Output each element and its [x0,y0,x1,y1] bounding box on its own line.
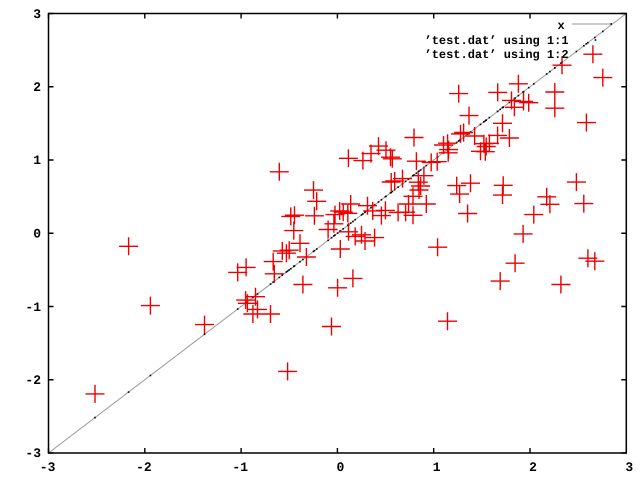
svg-text:’test.dat’ using 1:2: ’test.dat’ using 1:2 [425,48,569,62]
svg-text:-1: -1 [232,460,248,475]
svg-text:’test.dat’ using 1:1: ’test.dat’ using 1:1 [425,34,569,48]
svg-text:-3: -3 [25,446,41,461]
svg-text:-1: -1 [25,300,41,315]
svg-text:3: 3 [33,7,41,22]
svg-text:-3: -3 [40,460,56,475]
svg-text:-2: -2 [25,373,41,388]
svg-text:-2: -2 [136,460,152,475]
svg-text:2: 2 [529,460,537,475]
svg-text:1: 1 [33,153,41,168]
svg-text:0: 0 [336,460,344,475]
svg-text:3: 3 [625,460,633,475]
svg-text:x: x [558,19,565,33]
svg-text:1: 1 [433,460,441,475]
svg-text:0: 0 [33,227,41,242]
svg-text:2: 2 [33,80,41,95]
